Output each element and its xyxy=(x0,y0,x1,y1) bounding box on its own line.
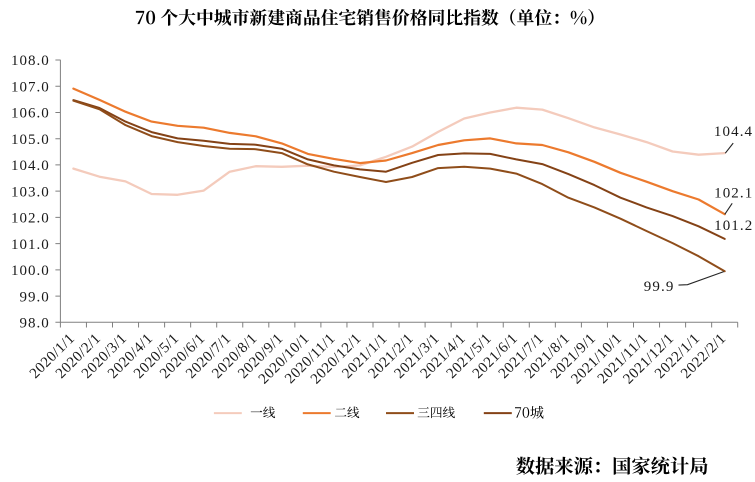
svg-text:100.0: 100.0 xyxy=(11,263,50,279)
svg-text:102.1: 102.1 xyxy=(714,185,753,201)
svg-text:105.0: 105.0 xyxy=(11,132,50,148)
svg-text:107.0: 107.0 xyxy=(11,79,50,95)
svg-text:99.9: 99.9 xyxy=(644,279,675,295)
svg-text:108.0: 108.0 xyxy=(11,53,50,69)
svg-text:103.0: 103.0 xyxy=(11,184,50,200)
svg-text:98.0: 98.0 xyxy=(20,316,50,332)
svg-text:99.0: 99.0 xyxy=(20,289,50,305)
svg-text:101.2: 101.2 xyxy=(714,218,753,234)
svg-text:104.4: 104.4 xyxy=(714,124,753,140)
svg-text:106.0: 106.0 xyxy=(11,106,50,122)
svg-text:101.0: 101.0 xyxy=(11,237,50,253)
svg-text:102.0: 102.0 xyxy=(11,211,50,227)
svg-text:104.0: 104.0 xyxy=(11,158,50,174)
